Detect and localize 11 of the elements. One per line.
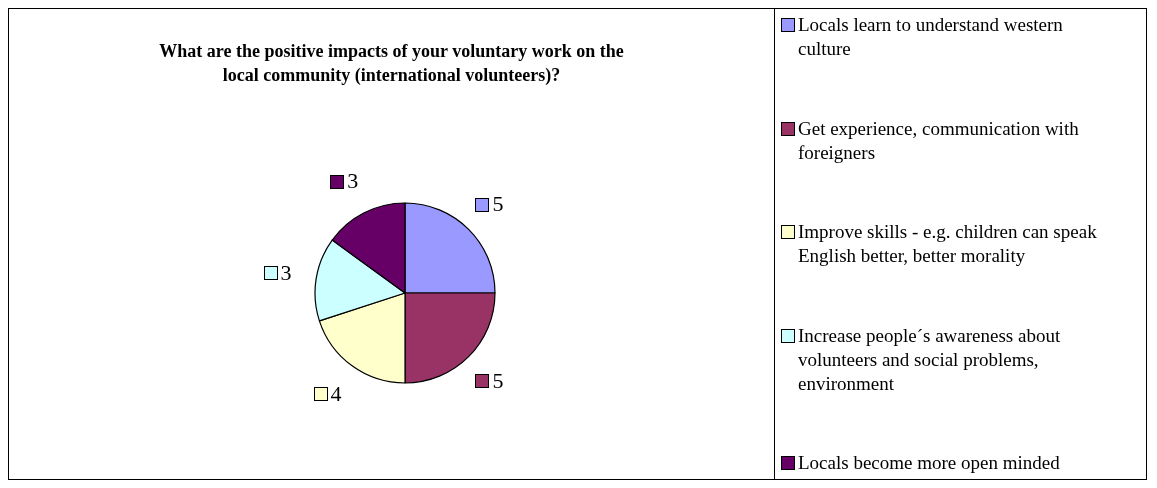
data-label: 4: [330, 380, 342, 406]
data-label: 5: [492, 191, 504, 217]
data-label: 5: [492, 368, 504, 394]
legend-label: Improve skills - e.g. children can speak English better, better morality: [798, 220, 1098, 268]
legend-label: Locals become more open minded: [798, 451, 1060, 475]
data-label: 3: [347, 168, 359, 194]
legend-label: Increase people´s awareness about volunteers and social problems, environment: [798, 323, 1062, 396]
text: What are the positive impacts of your voluntary work on the local community (international volunteers)?: [158, 40, 625, 87]
data-label: 3: [280, 260, 292, 286]
legend-label: Locals learn to understand western culture: [798, 13, 1064, 61]
legend-label: Get experience, communication with foreigners: [798, 116, 1080, 165]
